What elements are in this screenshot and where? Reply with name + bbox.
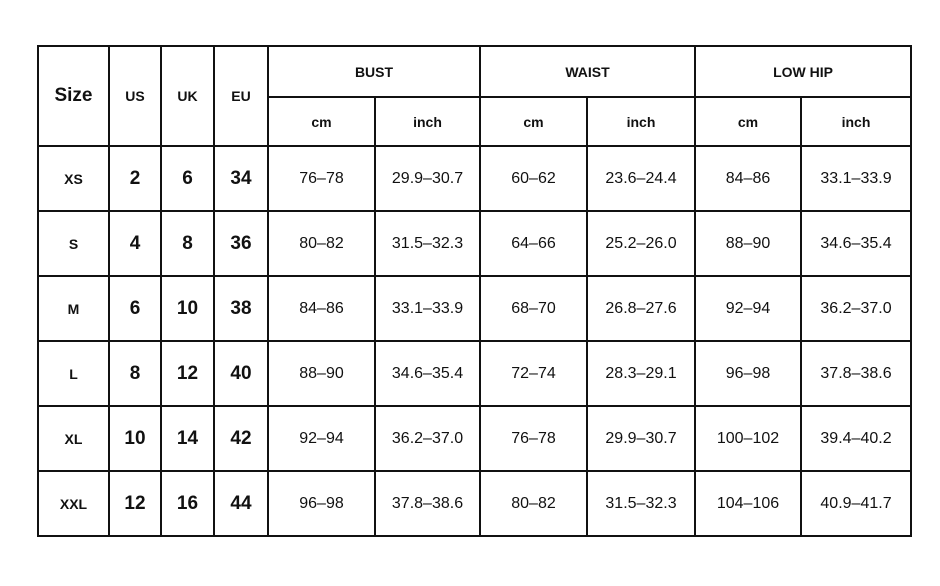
cell-size: XL (37, 405, 110, 472)
table-row: L 8 12 40 88–90 34.6–35.4 72–74 28.3–29.1 96–98 3… (37, 340, 913, 407)
table-body: XS 2 6 34 76–78 29.9–30.7 60–62 23.6–24.4 84–86 3… (37, 145, 913, 537)
header-bust: BUST (267, 45, 481, 98)
table-row: XXL 12 16 44 96–98 37.8–38.6 80–82 31.5–32.3 104… (37, 470, 913, 537)
cell-low-hip-cm: 100–102 (694, 405, 802, 472)
header-row-units: cm inch cm inch cm inch (38, 96, 913, 147)
cell-us: 6 (108, 275, 162, 342)
cell-low-hip-inch: 34.6–35.4 (799, 210, 913, 277)
cell-low-hip-cm: 88–90 (694, 210, 802, 277)
cell-uk: 8 (160, 210, 215, 277)
cell-us: 12 (108, 470, 162, 537)
cell-eu: 34 (213, 145, 269, 212)
cell-waist-cm: 68–70 (479, 275, 588, 342)
header-low-hip: LOW HIP (693, 45, 913, 98)
cell-uk: 14 (160, 405, 215, 472)
cell-bust-inch: 29.9–30.7 (374, 145, 481, 212)
table-row: XL 10 14 42 92–94 36.2–37.0 76–78 29.9–30.7 100–… (37, 405, 913, 472)
cell-us: 2 (108, 145, 162, 212)
cell-bust-inch: 34.6–35.4 (374, 340, 481, 407)
header-bust-cm: cm (267, 96, 376, 147)
header-eu: EU (213, 45, 269, 147)
cell-us: 10 (108, 405, 162, 472)
cell-us: 8 (108, 340, 162, 407)
header-waist: WAIST (479, 45, 696, 98)
header-row-groups: Size US UK EU BUST WAIST LOW HIP (37, 45, 913, 147)
cell-low-hip-cm: 92–94 (694, 275, 802, 342)
cell-eu: 42 (213, 405, 269, 472)
cell-uk: 6 (160, 145, 215, 212)
cell-waist-inch: 23.6–24.4 (586, 145, 696, 212)
cell-us: 4 (108, 210, 162, 277)
cell-uk: 16 (160, 470, 215, 537)
cell-bust-cm: 96–98 (267, 470, 376, 537)
cell-waist-cm: 60–62 (479, 145, 588, 212)
cell-low-hip-cm: 104–106 (694, 470, 802, 537)
cell-waist-cm: 80–82 (479, 470, 588, 537)
cell-bust-inch: 36.2–37.0 (374, 405, 481, 472)
table-row: XS 2 6 34 76–78 29.9–30.7 60–62 23.6–24.4 84–86 3… (37, 145, 913, 212)
cell-low-hip-inch: 37.8–38.6 (799, 340, 913, 407)
cell-size: XS (37, 145, 110, 212)
cell-bust-cm: 92–94 (267, 405, 376, 472)
cell-size: L (37, 340, 110, 407)
cell-eu: 38 (213, 275, 269, 342)
table-row: M 6 10 38 84–86 33.1–33.9 68–70 26.8–27.6 92–94 3… (37, 275, 913, 342)
cell-waist-cm: 64–66 (479, 210, 588, 277)
cell-bust-cm: 88–90 (267, 340, 376, 407)
cell-size: XXL (37, 470, 110, 537)
cell-waist-cm: 72–74 (479, 340, 588, 407)
cell-bust-cm: 84–86 (267, 275, 376, 342)
header-waist-inch: inch (586, 96, 696, 147)
cell-bust-inch: 37.8–38.6 (374, 470, 481, 537)
header-low-hip-inch: inch (799, 96, 913, 147)
cell-eu: 40 (213, 340, 269, 407)
header-uk: UK (160, 45, 215, 147)
cell-waist-cm: 76–78 (479, 405, 588, 472)
cell-uk: 12 (160, 340, 215, 407)
cell-bust-inch: 33.1–33.9 (374, 275, 481, 342)
header-bust-inch: inch (374, 96, 481, 147)
cell-bust-inch: 31.5–32.3 (374, 210, 481, 277)
cell-bust-cm: 76–78 (267, 145, 376, 212)
cell-low-hip-inch: 39.4–40.2 (799, 405, 913, 472)
cell-size: S (37, 210, 110, 277)
cell-low-hip-inch: 33.1–33.9 (799, 145, 913, 212)
header-waist-cm: cm (479, 96, 588, 147)
size-chart-table: Size US UK EU BUST WAIST LOW HIP cm inch… (37, 45, 913, 537)
cell-size: M (37, 275, 110, 342)
cell-low-hip-cm: 84–86 (694, 145, 802, 212)
cell-waist-inch: 31.5–32.3 (586, 470, 696, 537)
cell-uk: 10 (160, 275, 215, 342)
cell-eu: 36 (213, 210, 269, 277)
header-size: Size (37, 45, 110, 147)
header-us: US (108, 45, 162, 147)
cell-waist-inch: 25.2–26.0 (586, 210, 696, 277)
cell-eu: 44 (213, 470, 269, 537)
cell-low-hip-inch: 40.9–41.7 (799, 470, 913, 537)
cell-waist-inch: 28.3–29.1 (586, 340, 696, 407)
cell-waist-inch: 26.8–27.6 (586, 275, 696, 342)
header-low-hip-cm: cm (694, 96, 802, 147)
cell-waist-inch: 29.9–30.7 (586, 405, 696, 472)
table-row: S 4 8 36 80–82 31.5–32.3 64–66 25.2–26.0 88–90 34… (37, 210, 913, 277)
cell-bust-cm: 80–82 (267, 210, 376, 277)
cell-low-hip-inch: 36.2–37.0 (799, 275, 913, 342)
cell-low-hip-cm: 96–98 (694, 340, 802, 407)
